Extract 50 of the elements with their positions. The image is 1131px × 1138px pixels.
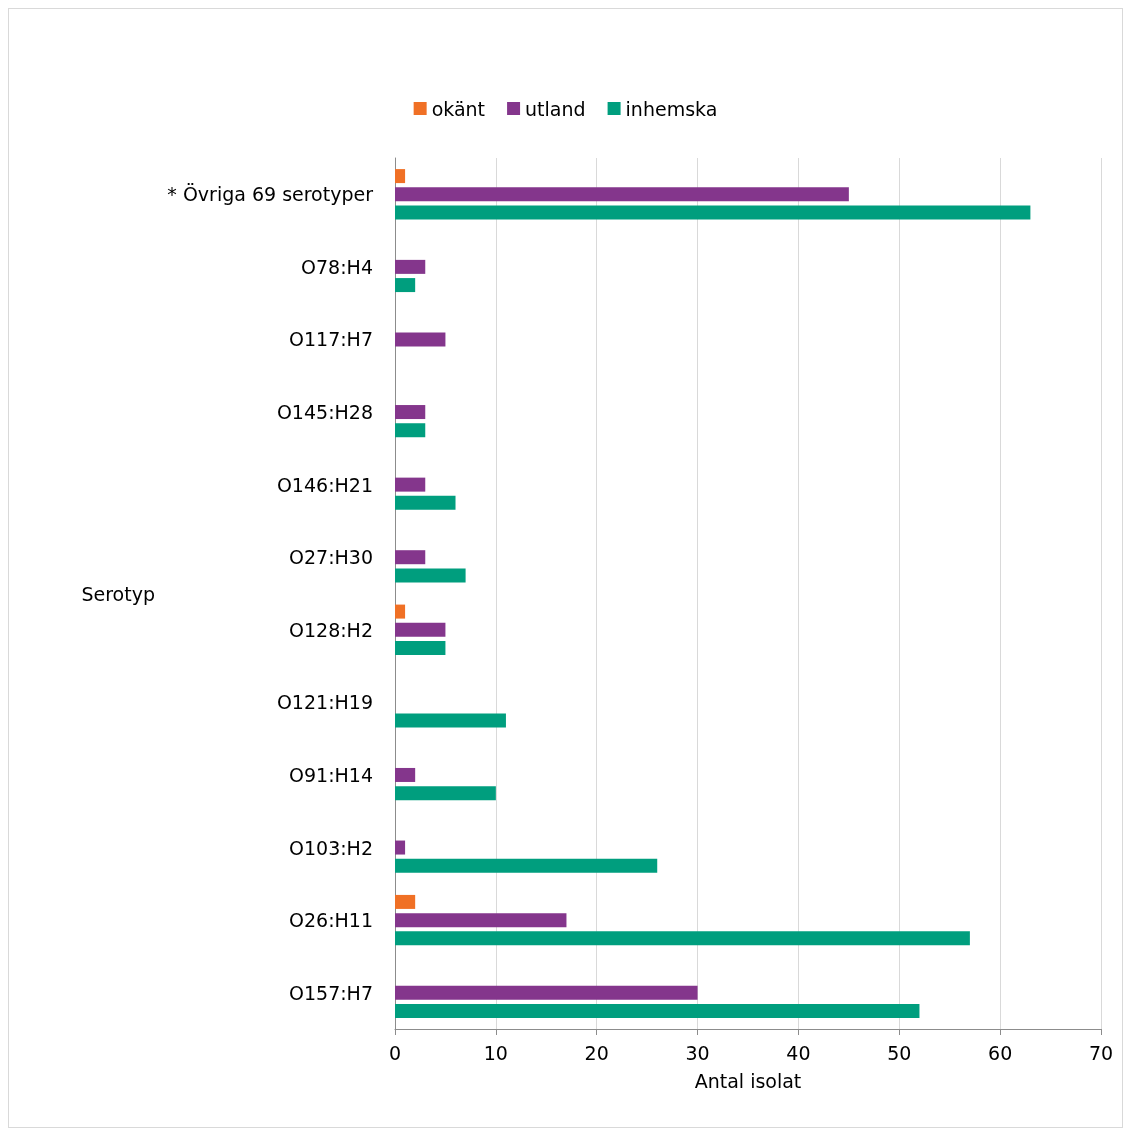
bar xyxy=(395,278,416,293)
x-tick-label: 70 xyxy=(1088,1041,1114,1064)
bar xyxy=(395,713,506,728)
y-tick-label: O26:H11 xyxy=(289,909,373,932)
y-tick-label: O121:H19 xyxy=(276,691,373,714)
y-axis-title: Serotyp xyxy=(81,582,155,605)
bar xyxy=(395,550,426,565)
bar xyxy=(395,894,416,909)
x-tick-label: 50 xyxy=(887,1041,912,1064)
x-tick-label: 0 xyxy=(388,1041,402,1064)
x-tick-label: 60 xyxy=(988,1041,1013,1064)
y-tick-label: O146:H21 xyxy=(276,473,373,496)
y-tick-label: O27:H30 xyxy=(289,546,373,569)
bar xyxy=(395,604,406,619)
bar xyxy=(395,840,406,855)
x-axis-title: Antal isolat xyxy=(694,1069,802,1092)
bar xyxy=(395,405,426,420)
y-tick-label: O117:H7 xyxy=(289,328,373,351)
bar xyxy=(395,495,456,510)
x-tick-label: 30 xyxy=(685,1041,710,1064)
bar xyxy=(395,477,426,492)
x-tick-label: 20 xyxy=(584,1041,609,1064)
bar xyxy=(395,332,446,347)
x-tick-label: 40 xyxy=(786,1041,811,1064)
bar xyxy=(395,913,567,928)
bar xyxy=(395,985,698,1000)
y-tick-label: O91:H14 xyxy=(289,763,373,786)
bar xyxy=(395,205,1031,220)
bar xyxy=(395,568,466,583)
y-tick-label: O103:H2 xyxy=(289,836,373,859)
y-tick-label: * Övriga 69 serotyper xyxy=(167,183,374,206)
y-tick-label: O78:H4 xyxy=(301,255,373,278)
bar xyxy=(395,767,416,782)
y-tick-label: O145:H28 xyxy=(276,401,373,424)
bar xyxy=(395,169,406,184)
bar xyxy=(395,786,496,801)
bar xyxy=(395,423,426,438)
bar xyxy=(395,931,970,946)
bar xyxy=(395,187,849,202)
bar xyxy=(395,858,658,873)
legend-label: okänt xyxy=(431,97,486,120)
bar xyxy=(395,622,446,637)
bar xyxy=(395,640,446,655)
legend-label: utland xyxy=(525,97,586,120)
y-tick-label: O128:H2 xyxy=(289,618,373,641)
x-tick-label: 10 xyxy=(483,1041,508,1064)
bar xyxy=(395,1003,920,1018)
y-tick-label: O157:H7 xyxy=(289,981,373,1004)
legend-label: inhemska xyxy=(625,97,718,120)
bar xyxy=(395,259,426,274)
